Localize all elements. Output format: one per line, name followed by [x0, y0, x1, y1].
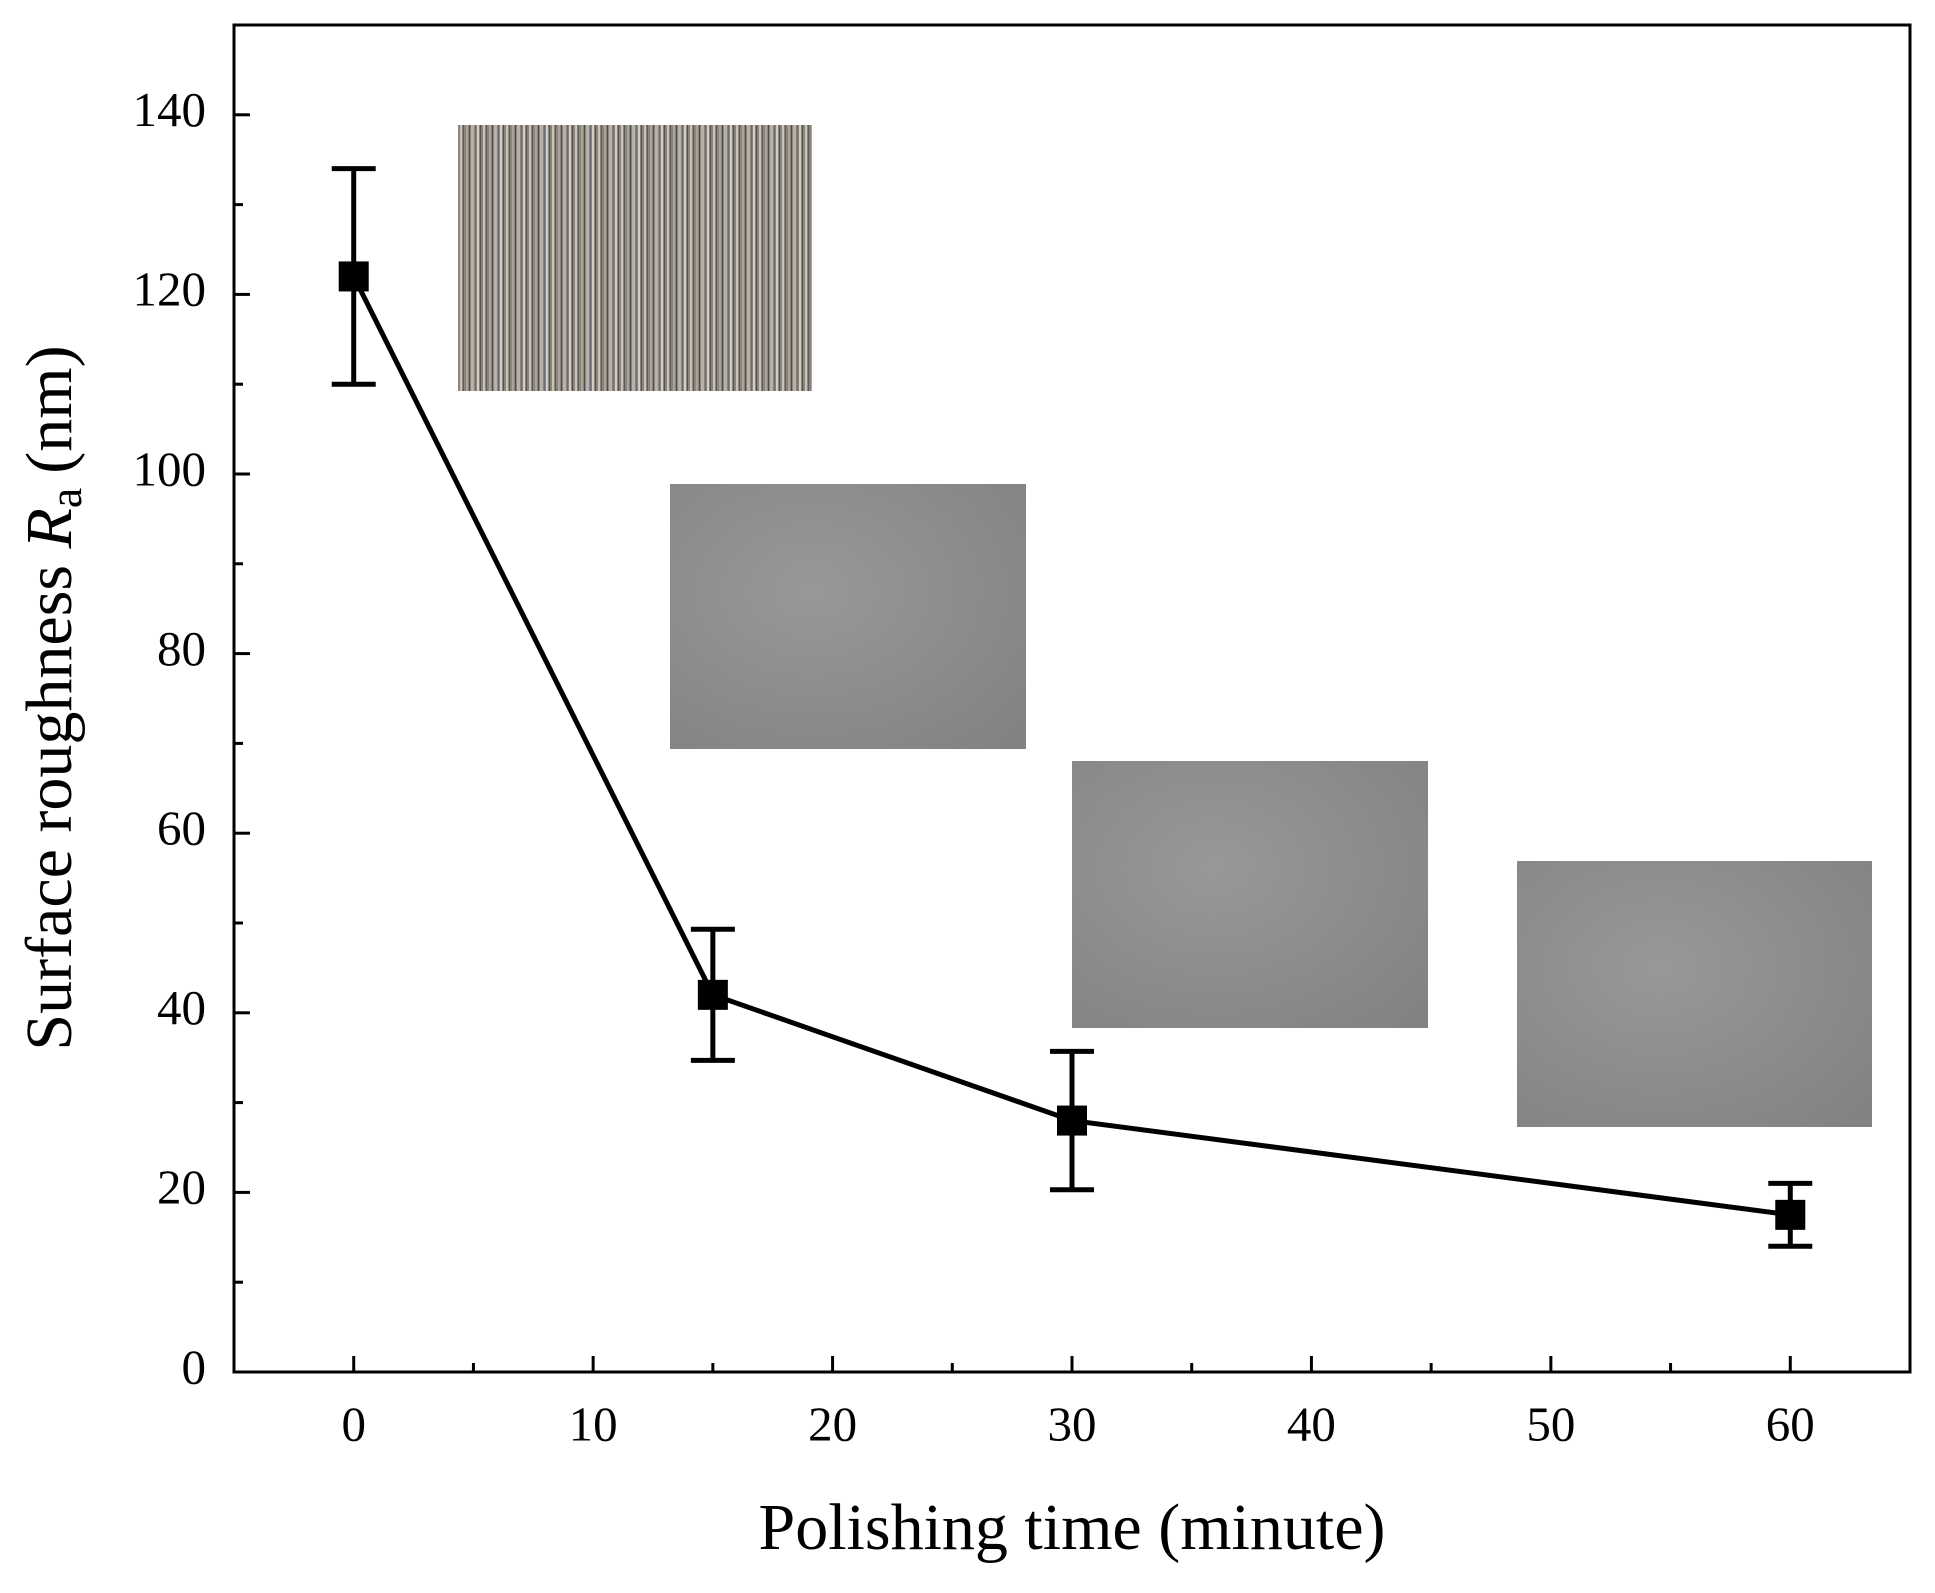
data-line [351, 275, 1791, 1218]
y-tick-label: 80 [157, 621, 206, 676]
y-tick-label: 120 [133, 262, 207, 317]
y-axis-label: Surface roughness Ra (nm) [13, 345, 90, 1050]
marker [1057, 1105, 1087, 1136]
micrograph [670, 484, 1026, 749]
marker [697, 979, 728, 1010]
micrograph [1517, 861, 1872, 1127]
micrograph [1072, 761, 1428, 1028]
marker [338, 261, 369, 292]
marker [1775, 1199, 1806, 1230]
y-label-unit: (nm) [13, 345, 86, 473]
y-tick-label: 40 [157, 980, 206, 1035]
micrograph [458, 125, 812, 391]
x-tick-label: 10 [569, 1396, 618, 1451]
x-tick-label: 40 [1287, 1396, 1336, 1451]
x-tick-label: 0 [341, 1396, 366, 1451]
y-tick-label: 0 [182, 1339, 207, 1394]
insets [458, 125, 1872, 1127]
x-tick-label: 30 [1048, 1396, 1097, 1451]
y-tick-label: 140 [133, 82, 207, 137]
x-tick-label: 20 [808, 1396, 857, 1451]
y-tick-label: 60 [157, 800, 206, 855]
x-tick-label: 60 [1766, 1396, 1815, 1451]
y-tick-label: 20 [157, 1160, 206, 1215]
x-tick-label: 50 [1526, 1396, 1575, 1451]
y-label-symbol: R [13, 508, 86, 549]
x-axis-label: Polishing time (minute) [759, 1491, 1386, 1564]
y-tick-label: 100 [133, 441, 207, 496]
y-label-subscript: a [40, 488, 91, 508]
y-label-text: Surface roughness [13, 565, 86, 1051]
